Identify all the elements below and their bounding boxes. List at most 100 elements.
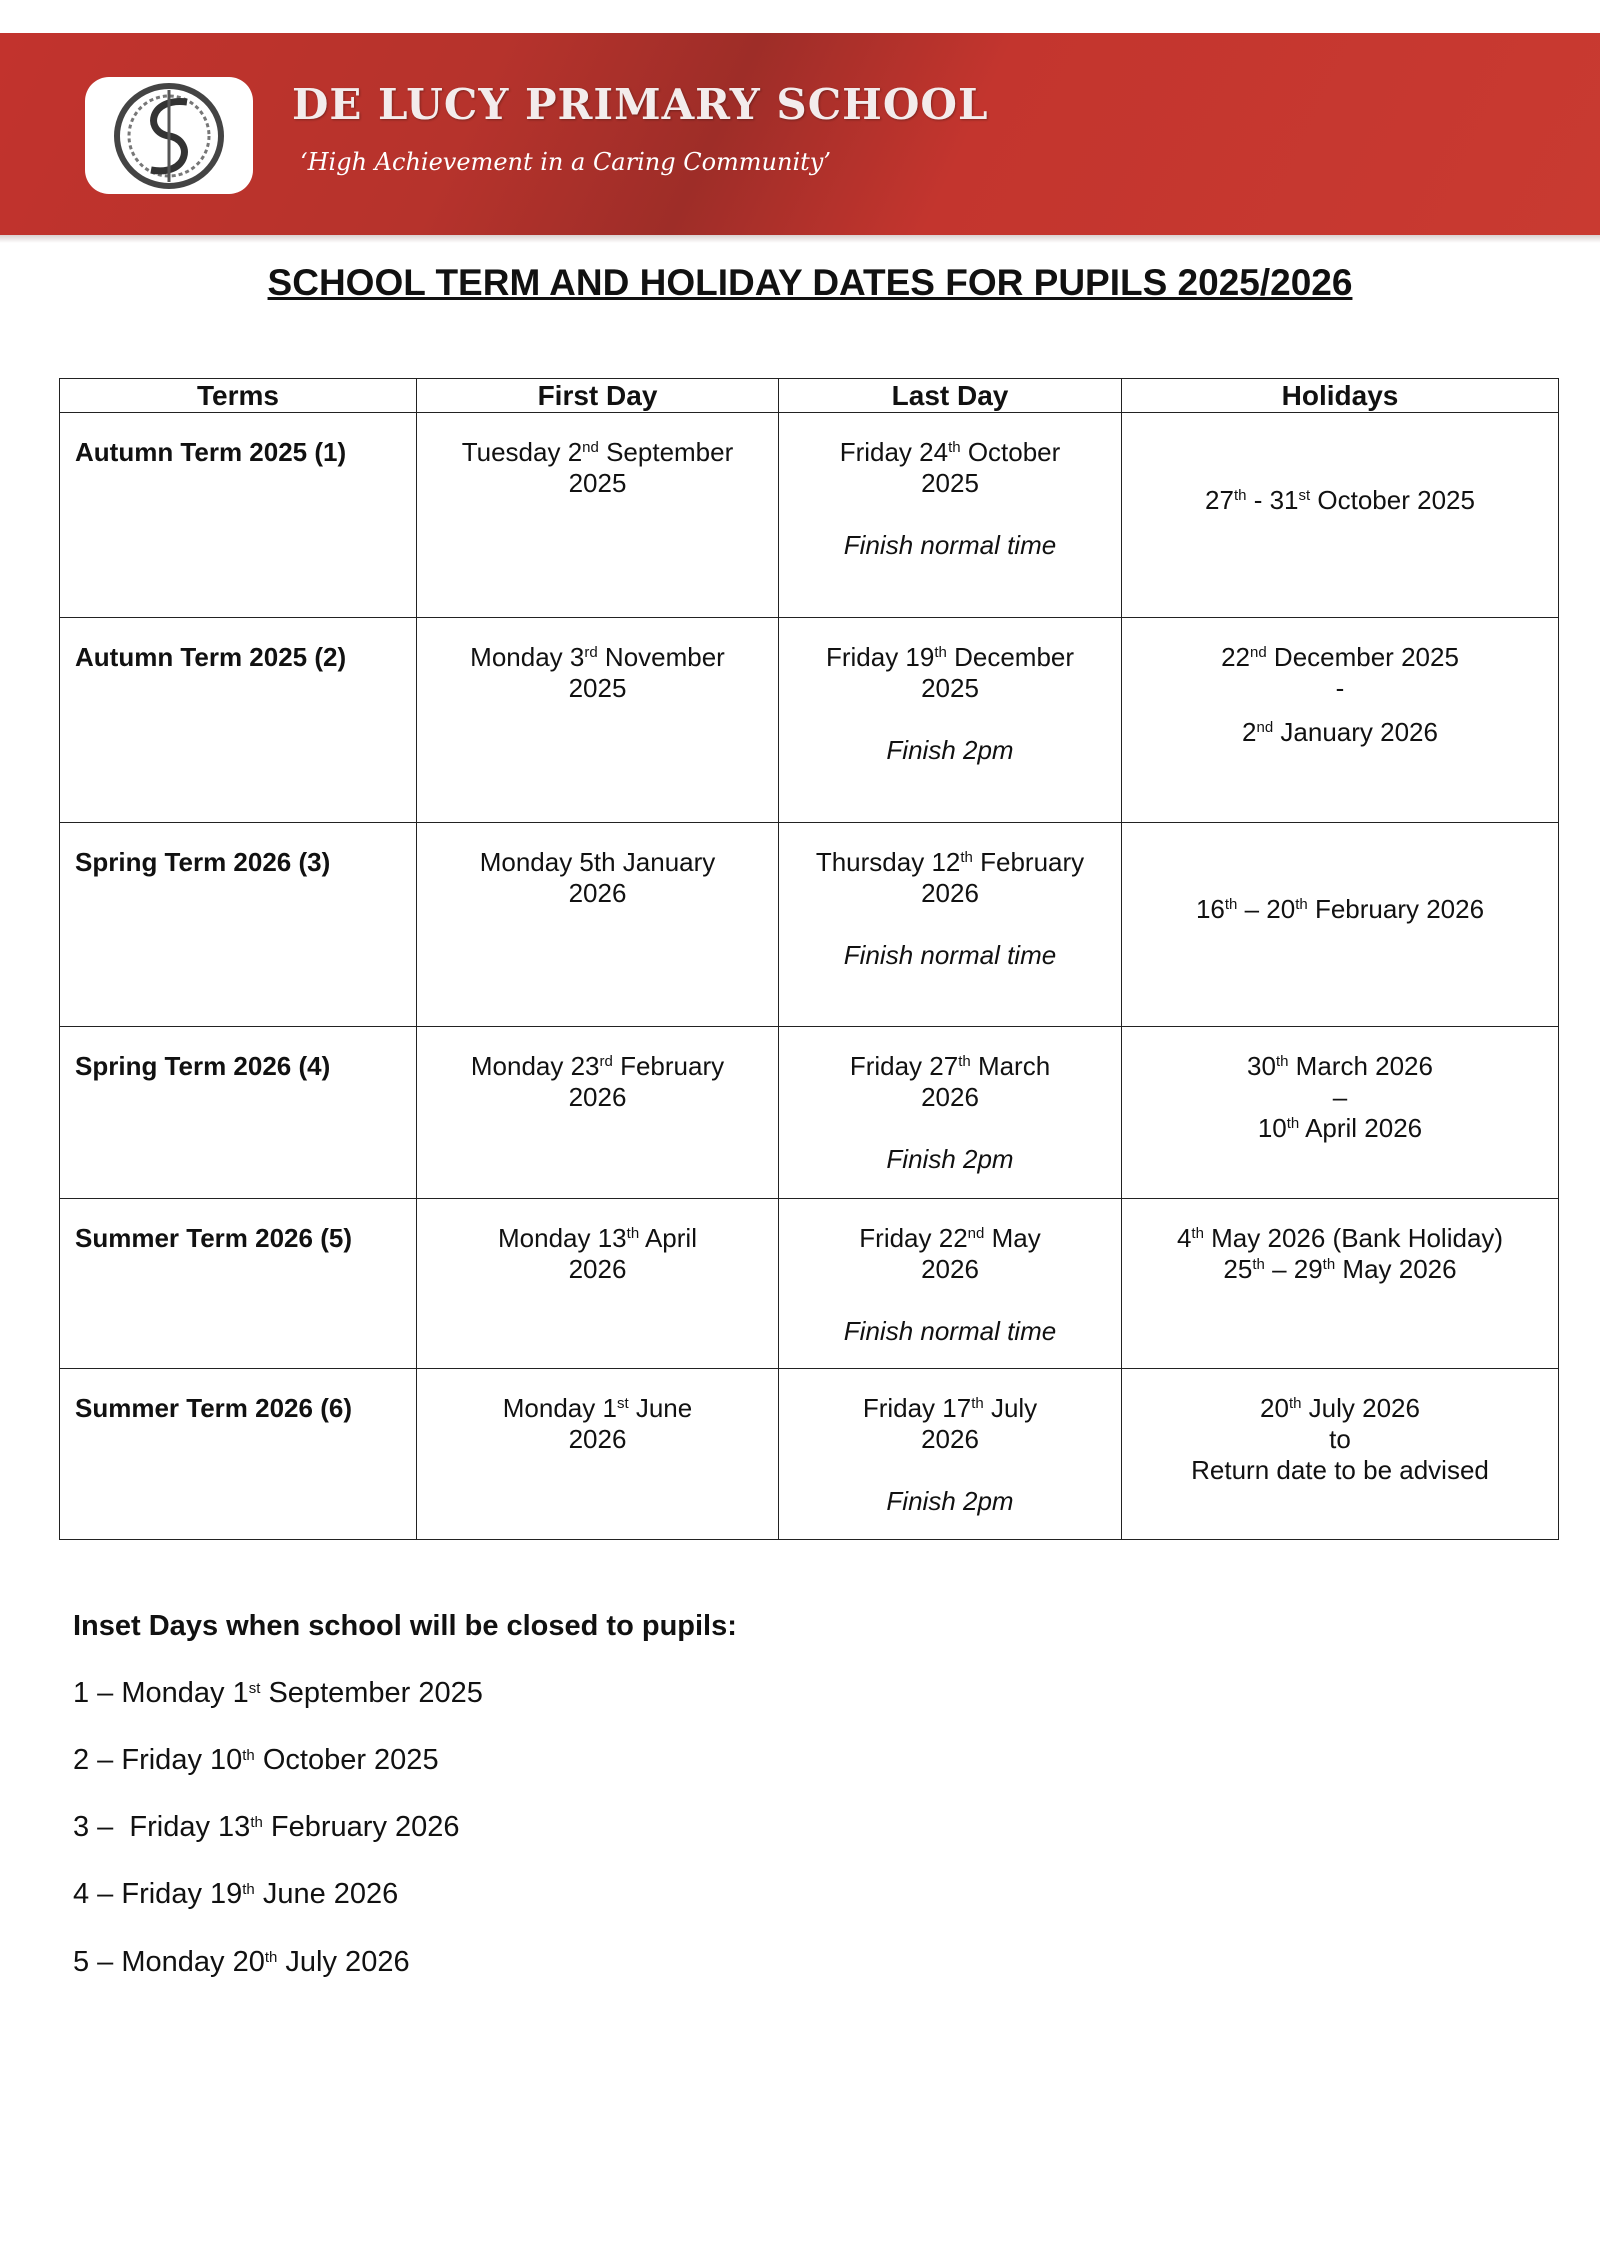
header-holidays: Holidays	[1121, 378, 1559, 413]
inset-day-text: July 2026	[277, 1946, 410, 1978]
holiday-text: July 2026	[1301, 1393, 1420, 1423]
school-name: DE LUCY PRIMARY SCHOOL	[292, 80, 989, 129]
ordinal-suffix: nd	[967, 1225, 985, 1242]
inset-day-text: 2 – Friday 10	[73, 1744, 243, 1776]
header-first-day: First Day	[416, 378, 779, 413]
inset-day-text: 1 – Monday 1	[73, 1677, 249, 1709]
finish-time-note: Finish normal time	[843, 1316, 1057, 1346]
ordinal-suffix: th	[1224, 896, 1238, 913]
date-text: Friday 27	[849, 1051, 959, 1081]
first-day-cell: Monday 3rd November 2025	[416, 617, 779, 823]
finish-time-note: Finish 2pm	[886, 1486, 1014, 1516]
holidays-cell: 16th – 20th February 2026	[1121, 822, 1559, 1027]
first-day-cell: Monday 5th January 2026	[416, 822, 779, 1027]
date-text: November	[597, 642, 725, 672]
holiday-text: -	[1335, 673, 1345, 703]
inset-day-item: 3 – Friday 13th February 2026	[73, 1811, 460, 1844]
holiday-text: 20	[1260, 1393, 1289, 1423]
ordinal-suffix: th	[1295, 896, 1308, 913]
ordinal-suffix: th	[971, 1395, 984, 1412]
first-day-year: 2026	[568, 1082, 627, 1112]
ordinal-suffix: nd	[1250, 644, 1267, 661]
first-day-year: 2025	[568, 673, 627, 703]
holiday-text: – 20	[1237, 894, 1296, 924]
term-name: Spring Term 2026 (3)	[59, 822, 417, 1027]
term-name: Spring Term 2026 (4)	[59, 1026, 417, 1199]
last-day-year: 2026	[921, 1254, 979, 1284]
holiday-text: May 2026	[1335, 1254, 1457, 1284]
last-day-cell: Friday 22nd May 2026 Finish normal time	[778, 1198, 1122, 1369]
holiday-text: 16	[1195, 894, 1225, 924]
date-text: June	[628, 1393, 693, 1423]
holidays-cell: 4th May 2026 (Bank Holiday) 25th – 29th M…	[1121, 1198, 1559, 1369]
finish-time-note: Finish normal time	[843, 530, 1057, 560]
finish-time-note: Finish normal time	[843, 940, 1057, 970]
table-row: Spring Term 2026 (3) Monday 5th January 2…	[59, 822, 1559, 1027]
ordinal-suffix: st	[248, 1680, 261, 1697]
inset-day-text: October 2025	[254, 1744, 439, 1776]
inset-day-item: 1 – Monday 1st September 2025	[73, 1677, 483, 1710]
holiday-text: February 2026	[1307, 894, 1485, 924]
term-dates-table: Terms First Day Last Day Holidays Autumn…	[59, 378, 1559, 1540]
inset-day-item: 4 – Friday 19th June 2026	[73, 1878, 398, 1911]
first-day-year: 2026	[568, 1254, 627, 1284]
ordinal-suffix: th	[1288, 1395, 1302, 1412]
last-day-cell: Thursday 12th February 2026 Finish normal …	[778, 822, 1122, 1027]
date-text: Monday 3	[470, 642, 585, 672]
page-title: SCHOOL TERM AND HOLIDAY DATES FOR PUPILS…	[267, 262, 1353, 303]
table-row: Summer Term 2026 (6) Monday 1st June 2026…	[59, 1368, 1559, 1540]
holiday-text: March 2026	[1288, 1051, 1433, 1081]
inset-day-text: September 2025	[260, 1677, 483, 1709]
inset-day-item: 2 – Friday 10th October 2025	[73, 1744, 439, 1777]
date-text: April	[639, 1223, 697, 1253]
table-row: Summer Term 2026 (5) Monday 13th April 20…	[59, 1198, 1559, 1369]
last-day-year: 2026	[921, 1082, 979, 1112]
banner-divider	[0, 235, 1600, 243]
ordinal-suffix: th	[958, 1053, 971, 1070]
holiday-text: – 29	[1264, 1254, 1323, 1284]
last-day-year: 2026	[921, 878, 979, 908]
holiday-text: 30	[1247, 1051, 1276, 1081]
holiday-text: April 2026	[1299, 1113, 1423, 1143]
ordinal-suffix: th	[242, 1881, 255, 1898]
finish-time-note: Finish 2pm	[886, 1144, 1014, 1174]
holiday-text: 22	[1221, 642, 1250, 672]
term-name: Summer Term 2026 (6)	[59, 1368, 417, 1540]
table-row: Autumn Term 2025 (2) Monday 3rd November…	[59, 617, 1559, 823]
holiday-text: to	[1329, 1424, 1351, 1454]
holiday-text: January 2026	[1273, 717, 1438, 747]
first-day-year: 2026	[568, 878, 627, 908]
ordinal-suffix: th	[250, 1814, 263, 1831]
holidays-cell: 30th March 2026–10th April 2026	[1121, 1026, 1559, 1199]
last-day-year: 2026	[921, 1424, 979, 1454]
ordinal-suffix: th	[1275, 1053, 1289, 1070]
holiday-text: 27	[1205, 484, 1234, 515]
first-day-year: 2025	[568, 468, 627, 498]
holidays-cell: 27th - 31st October 2025	[1121, 412, 1559, 618]
ordinal-suffix: th	[948, 439, 961, 456]
table-header-row: Terms First Day Last Day Holidays	[59, 378, 1559, 413]
ordinal-suffix: st	[616, 1395, 629, 1412]
school-logo	[85, 77, 253, 194]
first-day-cell: Monday 23rd February 2026	[416, 1026, 779, 1199]
last-day-year: 2025	[921, 673, 979, 703]
ordinal-suffix: st	[1298, 486, 1311, 504]
date-text: September	[598, 437, 734, 467]
inset-day-text: February 2026	[262, 1811, 460, 1843]
last-day-year: 2025	[921, 468, 979, 498]
header-terms: Terms	[59, 378, 417, 413]
ordinal-suffix: nd	[1256, 719, 1274, 736]
date-text: Monday 1	[502, 1393, 617, 1423]
header-banner	[0, 33, 1600, 235]
holiday-text: October 2025	[1310, 484, 1475, 515]
header-last-day: Last Day	[778, 378, 1122, 413]
date-text: February	[612, 1051, 725, 1081]
holiday-text: 10	[1257, 1113, 1287, 1143]
ordinal-suffix: th	[264, 1949, 278, 1966]
holidays-cell: 20th July 2026 to Return date to be advise…	[1121, 1368, 1559, 1540]
ordinal-suffix: th	[1191, 1225, 1204, 1242]
holiday-text: 4	[1176, 1223, 1192, 1253]
date-text: Monday 13	[498, 1223, 627, 1253]
inset-day-text: 3 – Friday 13	[73, 1811, 251, 1843]
term-name: Autumn Term 2025 (1)	[59, 412, 417, 618]
